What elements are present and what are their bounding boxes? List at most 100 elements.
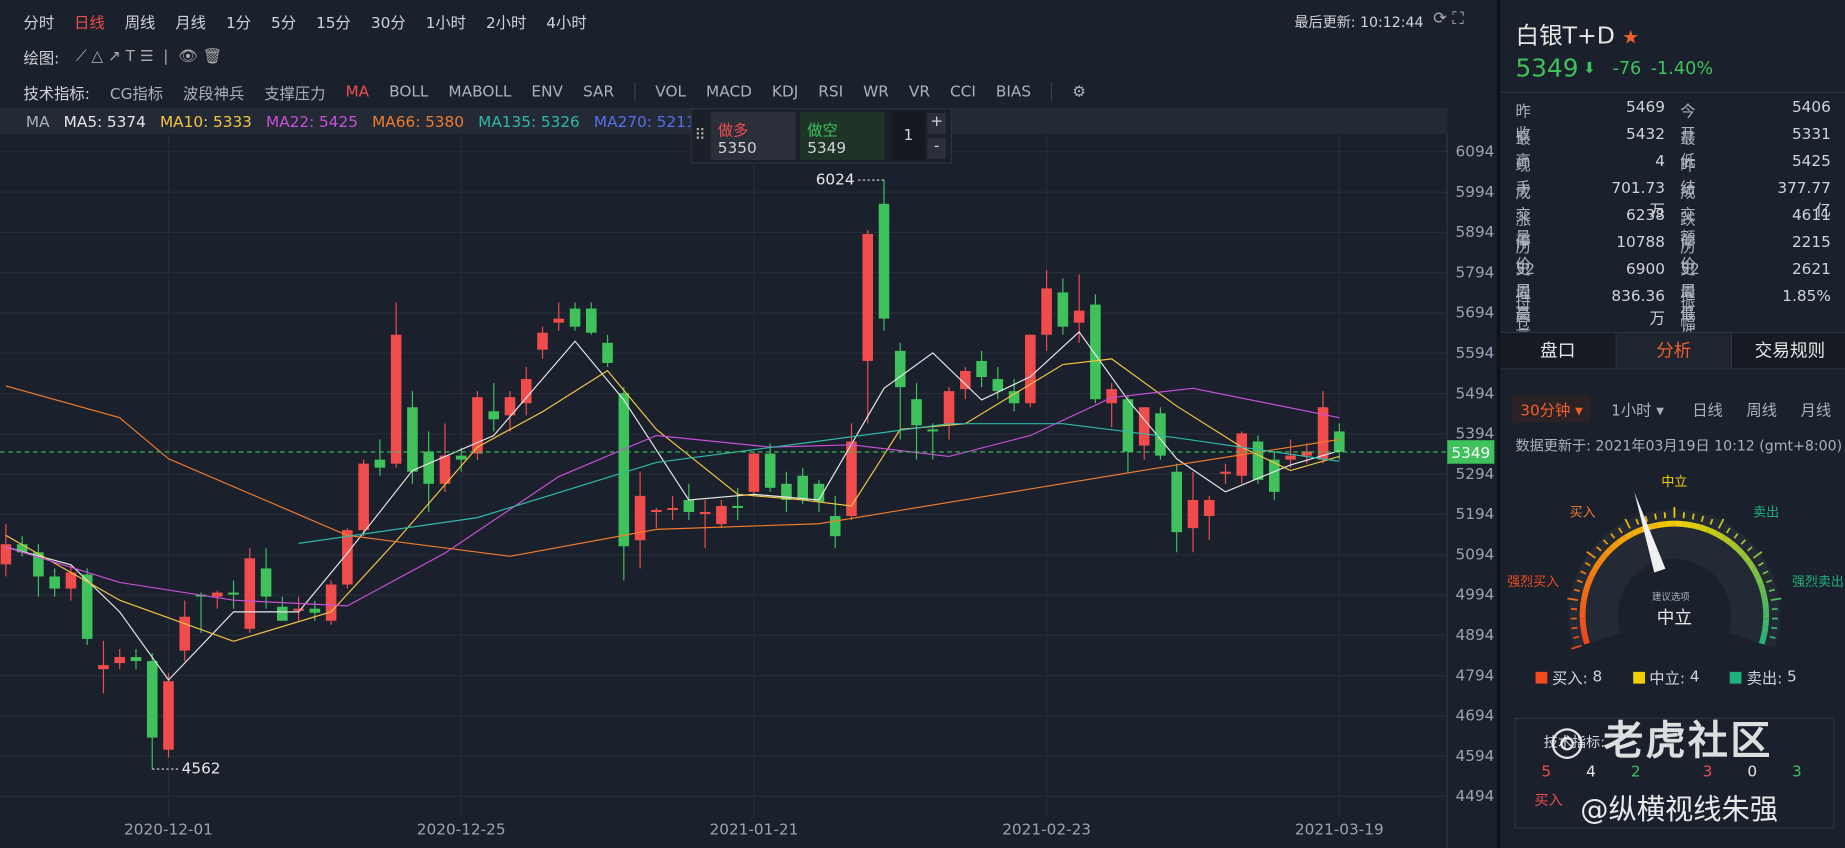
indicator-tab[interactable]: CG指标 — [109, 85, 164, 103]
gauge-arc — [1609, 540, 1620, 551]
gauge-arc — [1579, 618, 1587, 628]
gauge-arc — [1581, 634, 1590, 645]
y-tick-label: 4494 — [1456, 787, 1495, 805]
y-tick-label: 4794 — [1456, 666, 1495, 684]
indicator-tab[interactable]: 波段神兵 — [183, 85, 245, 103]
indicator-label: 技术指标: — [23, 85, 90, 103]
indicator-tab[interactable]: VR — [908, 82, 930, 101]
candle-body — [504, 397, 516, 416]
y-tick-label: 5994 — [1456, 183, 1495, 201]
tab[interactable]: 分析 — [1616, 332, 1733, 369]
count-value: 5 — [1787, 668, 1797, 686]
name: 白银T+D — [1515, 21, 1615, 50]
stat-label: 现手 — [1515, 157, 1531, 198]
settings-icon[interactable]: ⚙ — [1072, 82, 1086, 101]
period-tab[interactable]: 1小时 — [425, 14, 466, 33]
candle-body — [813, 483, 825, 502]
ma-name: MA10: — [159, 113, 209, 132]
separator — [634, 82, 636, 102]
period-tab[interactable]: 15分 — [316, 14, 351, 33]
gauge-tick — [1635, 518, 1640, 525]
candle-body — [618, 393, 630, 547]
indicator-tab[interactable]: MA — [345, 82, 370, 101]
candle-body — [0, 544, 12, 565]
candle-body — [943, 391, 955, 426]
x-tick-label: 2020-12-01 — [124, 820, 213, 838]
ma-value: 5380 — [425, 113, 465, 132]
ma-legend-item: MA10: 5333 — [160, 114, 252, 132]
indicator-tab[interactable]: WR — [863, 82, 889, 101]
y-tick-label: 5894 — [1456, 223, 1495, 241]
qty-plus[interactable]: + — [927, 112, 947, 135]
period-tab[interactable]: 30分 — [370, 14, 406, 33]
period-tab[interactable]: 5分 — [271, 14, 297, 33]
indicator-tab[interactable]: BOLL — [389, 82, 429, 101]
gauge-tick — [1770, 597, 1782, 601]
candle-body — [472, 397, 483, 454]
indicator-tab[interactable]: MABOLL — [448, 82, 512, 101]
ma-title: MA — [25, 113, 50, 132]
gauge-tick — [1571, 644, 1582, 650]
ma-value: 5425 — [319, 113, 358, 132]
candle-body — [1090, 304, 1101, 400]
x-tick-label: 2021-01-21 — [710, 820, 799, 838]
drawing-tools[interactable]: ⟋ △ ↗ T ☰ | 👁 🗑 — [75, 47, 222, 66]
indicator-tab[interactable]: CCI — [949, 82, 976, 101]
drawing-label: 绘图: — [23, 50, 60, 68]
indicator-tab[interactable]: 支撑压力 — [264, 85, 326, 103]
long-label: 做多 — [717, 122, 749, 141]
indicator-tab[interactable]: ENV — [531, 82, 564, 101]
price-row: 5349 ⬇ -76 -1.40% — [1515, 54, 1714, 83]
candle-body — [569, 308, 581, 327]
range-label: 日线 — [1692, 401, 1723, 420]
indicator-tab[interactable]: SAR — [583, 82, 615, 101]
indicator-tab[interactable]: MACD — [706, 82, 752, 101]
indicator-tab[interactable]: RSI — [818, 82, 844, 101]
last-price-box — [1447, 440, 1495, 464]
candle-body — [1268, 459, 1280, 492]
period-tab[interactable]: 4小时 — [546, 14, 587, 33]
period-tab[interactable]: 日线 — [74, 14, 105, 33]
tech-label: 技术指标: — [1543, 734, 1606, 751]
refresh-icon[interactable]: ⟳ ⛶ — [1433, 9, 1464, 29]
gauge-tick — [1769, 635, 1776, 639]
period-tab[interactable]: 周线 — [124, 14, 156, 33]
count-swatch — [1730, 671, 1742, 684]
period-tab[interactable]: 2小时 — [485, 14, 527, 33]
gauge-arc — [1760, 591, 1768, 602]
gauge-tick — [1596, 546, 1602, 552]
tab[interactable]: 交易规则 — [1732, 332, 1845, 369]
candle-body — [309, 608, 321, 613]
gauge-tick — [1765, 579, 1773, 584]
ma-line — [5, 385, 1340, 557]
range-tab[interactable]: 30分钟 ▾ — [1512, 394, 1592, 422]
indicator-tab[interactable]: BIAS — [995, 82, 1032, 101]
period-tab[interactable]: 分时 — [23, 14, 55, 33]
range-tab[interactable]: 日线 — [1684, 395, 1731, 422]
y-tick-label: 5294 — [1456, 465, 1495, 483]
period-tab[interactable]: 1分 — [225, 14, 252, 33]
order-widget: ⠿ 做多 5350 做空 5349 1 + - — [690, 108, 952, 164]
qty[interactable]: 1 — [891, 111, 925, 161]
range-tab[interactable]: 1小时 ▾ — [1611, 401, 1664, 420]
candle-body — [1301, 451, 1313, 456]
drag-handle[interactable]: ⠿ — [694, 127, 706, 145]
candle-body — [277, 606, 288, 621]
candle-body — [390, 334, 402, 464]
tab[interactable]: 盘口 — [1500, 332, 1617, 369]
stat-label: 成交量 — [1515, 184, 1531, 248]
qty-minus[interactable]: - — [927, 137, 947, 159]
indicator-tab[interactable]: VOL — [655, 82, 687, 101]
period-tab[interactable]: 月线 — [175, 14, 206, 33]
candle-body — [407, 407, 418, 472]
range-tab[interactable]: 月线 — [1792, 395, 1839, 422]
short-button[interactable]: 做空 5349 — [800, 111, 885, 161]
candle-body — [586, 308, 597, 333]
count-item: 中立: 4 — [1632, 666, 1700, 688]
gauge-tick — [1725, 527, 1731, 534]
indicator-tab[interactable]: KDJ — [771, 82, 799, 101]
range-tab[interactable]: 周线 — [1738, 395, 1785, 422]
tech-number: 3 — [1792, 763, 1802, 782]
long-button[interactable]: 做多 5350 — [710, 111, 796, 161]
